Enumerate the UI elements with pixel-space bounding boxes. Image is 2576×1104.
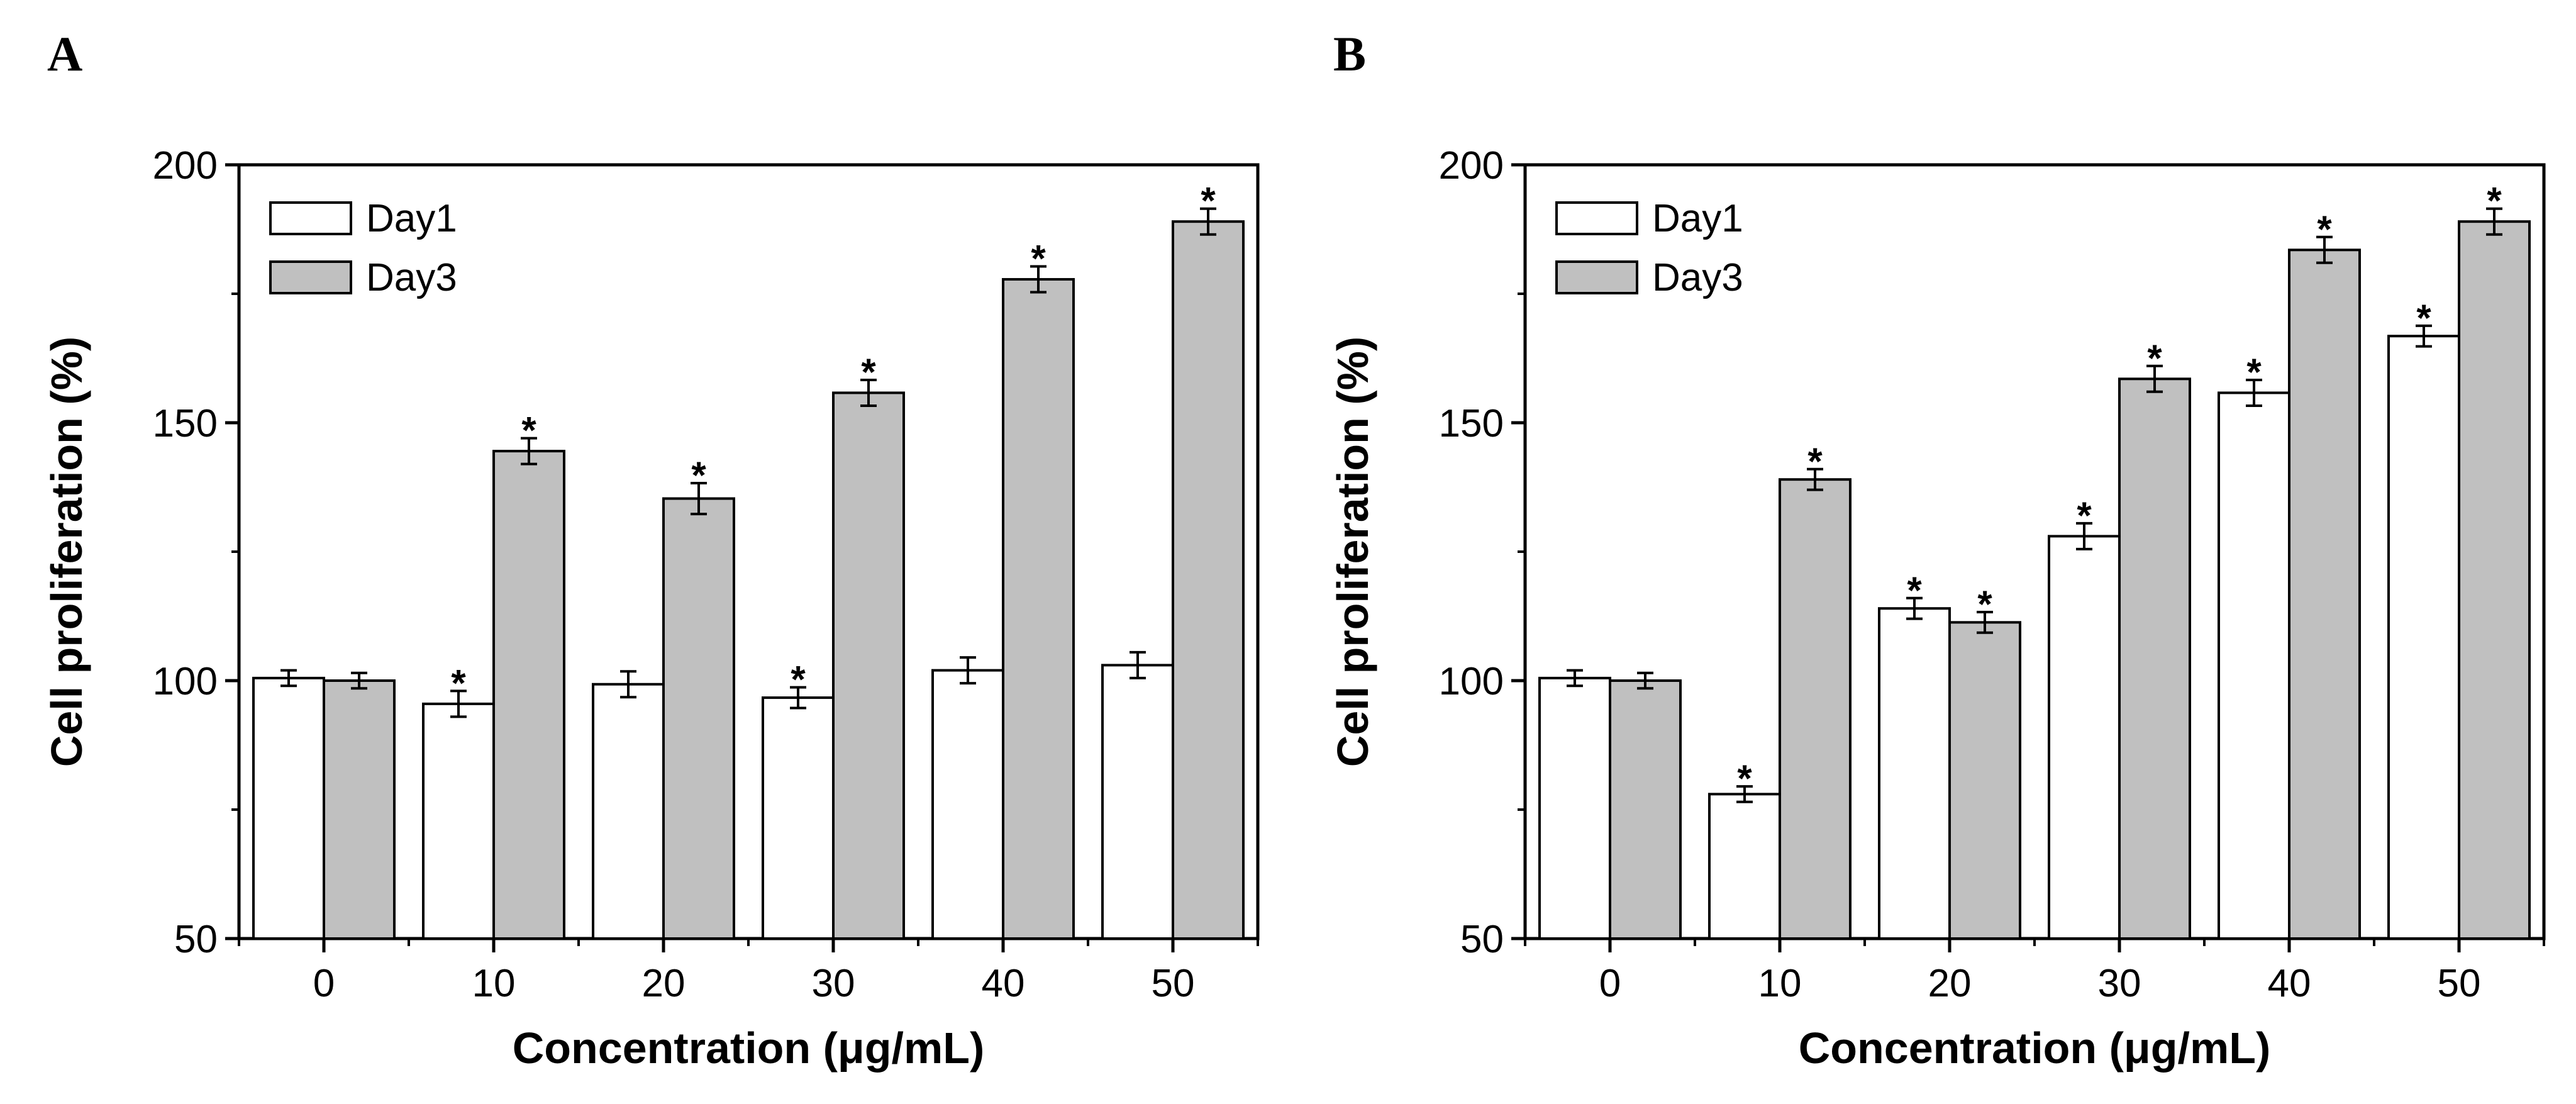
bar (2118, 377, 2191, 940)
panel-letter: A (47, 26, 82, 81)
significance-star: * (1031, 238, 1046, 280)
bar (252, 676, 325, 940)
significance-star: * (521, 410, 536, 452)
legend-label-day3: Day3 (1652, 256, 1743, 299)
x-tick-label: 50 (1152, 962, 1195, 1005)
y-tick-label: 50 (174, 918, 218, 961)
bar (1172, 220, 1245, 940)
significance-star: * (2246, 351, 2262, 393)
bar (1002, 278, 1075, 940)
bar (762, 696, 835, 940)
bar (1609, 679, 1682, 940)
panel-letter: B (1333, 26, 1366, 81)
bar (1878, 607, 1951, 940)
legend-label-day1: Day1 (366, 197, 457, 240)
bar (2458, 220, 2531, 940)
bar (2387, 335, 2460, 940)
x-tick-label: 40 (2268, 962, 2311, 1005)
bar (492, 450, 565, 940)
chart-panel-b: B 50 100 150 200 0 10 20 30 40 50 * * * * * * * * * * Day… (1328, 26, 2546, 1073)
bar (2218, 391, 2290, 940)
legend-label-day1: Day1 (1652, 197, 1743, 240)
x-tick-label: 20 (1928, 962, 1972, 1005)
chart-panel-a: A 50 100 150 200 0 10 20 30 40 50 * * * * * * * Day1 D… (42, 26, 1260, 1073)
bar (323, 679, 396, 940)
y-tick-label: 100 (1439, 660, 1504, 703)
bar (1948, 621, 2021, 940)
significance-star: * (2317, 208, 2332, 250)
x-tick-label: 0 (1599, 962, 1621, 1005)
x-tick-label: 20 (642, 962, 686, 1005)
x-tick-label: 0 (313, 962, 335, 1005)
x-tick-label: 30 (2098, 962, 2141, 1005)
bar (931, 669, 1004, 940)
significance-star: * (1907, 569, 1922, 611)
significance-star: * (1201, 180, 1216, 222)
significance-star: * (861, 351, 876, 393)
legend-swatch-day3 (1555, 260, 1638, 294)
y-tick-label: 150 (153, 402, 218, 445)
significance-star: * (791, 659, 806, 701)
y-tick-label: 200 (1439, 144, 1504, 187)
bars: * * * * * * * (252, 180, 1245, 940)
legend: Day1 Day3 (1555, 197, 1743, 299)
bar (1779, 478, 1852, 940)
bar (1101, 664, 1174, 940)
x-tick-label: 30 (812, 962, 855, 1005)
legend-swatch-day1 (1555, 201, 1638, 235)
bar (422, 702, 495, 940)
significance-star: * (1737, 757, 1752, 800)
y-axis-title: Cell proliferation (%) (1328, 337, 1377, 767)
significance-star: * (2077, 494, 2092, 537)
x-axis: 0 10 20 30 40 50 (1524, 939, 2545, 1005)
y-tick-label: 100 (153, 660, 218, 703)
y-axis: 50 100 150 200 (1439, 144, 1525, 961)
legend-swatch-day1 (269, 201, 352, 235)
y-axis-title: Cell proliferation (%) (42, 337, 91, 767)
y-tick-label: 50 (1460, 918, 1504, 961)
bar (2048, 535, 2121, 940)
y-axis: 50 100 150 200 (153, 144, 239, 961)
x-axis: 0 10 20 30 40 50 (238, 939, 1259, 1005)
bar (662, 497, 735, 940)
x-tick-label: 10 (472, 962, 516, 1005)
y-tick-label: 150 (1439, 402, 1504, 445)
x-tick-label: 10 (1758, 962, 1802, 1005)
x-axis-title: Concentration (μg/mL) (1799, 1023, 2271, 1073)
significance-star: * (2487, 180, 2502, 222)
significance-star: * (2147, 337, 2162, 379)
bar (2288, 248, 2361, 940)
x-tick-label: 50 (2438, 962, 2481, 1005)
legend-swatch-day3 (269, 260, 352, 294)
significance-star: * (1807, 440, 1823, 482)
bar (1538, 676, 1611, 940)
bars: * * * * * * * * * * (1538, 180, 2531, 940)
significance-star: * (691, 454, 706, 496)
significance-star: * (1977, 583, 1992, 625)
significance-star: * (2416, 297, 2431, 339)
bar (1708, 793, 1781, 940)
y-tick-label: 200 (153, 144, 218, 187)
bar (592, 683, 665, 940)
x-tick-label: 40 (982, 962, 1025, 1005)
x-axis-title: Concentration (μg/mL) (513, 1023, 985, 1073)
bar (832, 391, 905, 940)
legend-label-day3: Day3 (366, 256, 457, 299)
legend: Day1 Day3 (269, 197, 457, 299)
significance-star: * (451, 662, 466, 704)
